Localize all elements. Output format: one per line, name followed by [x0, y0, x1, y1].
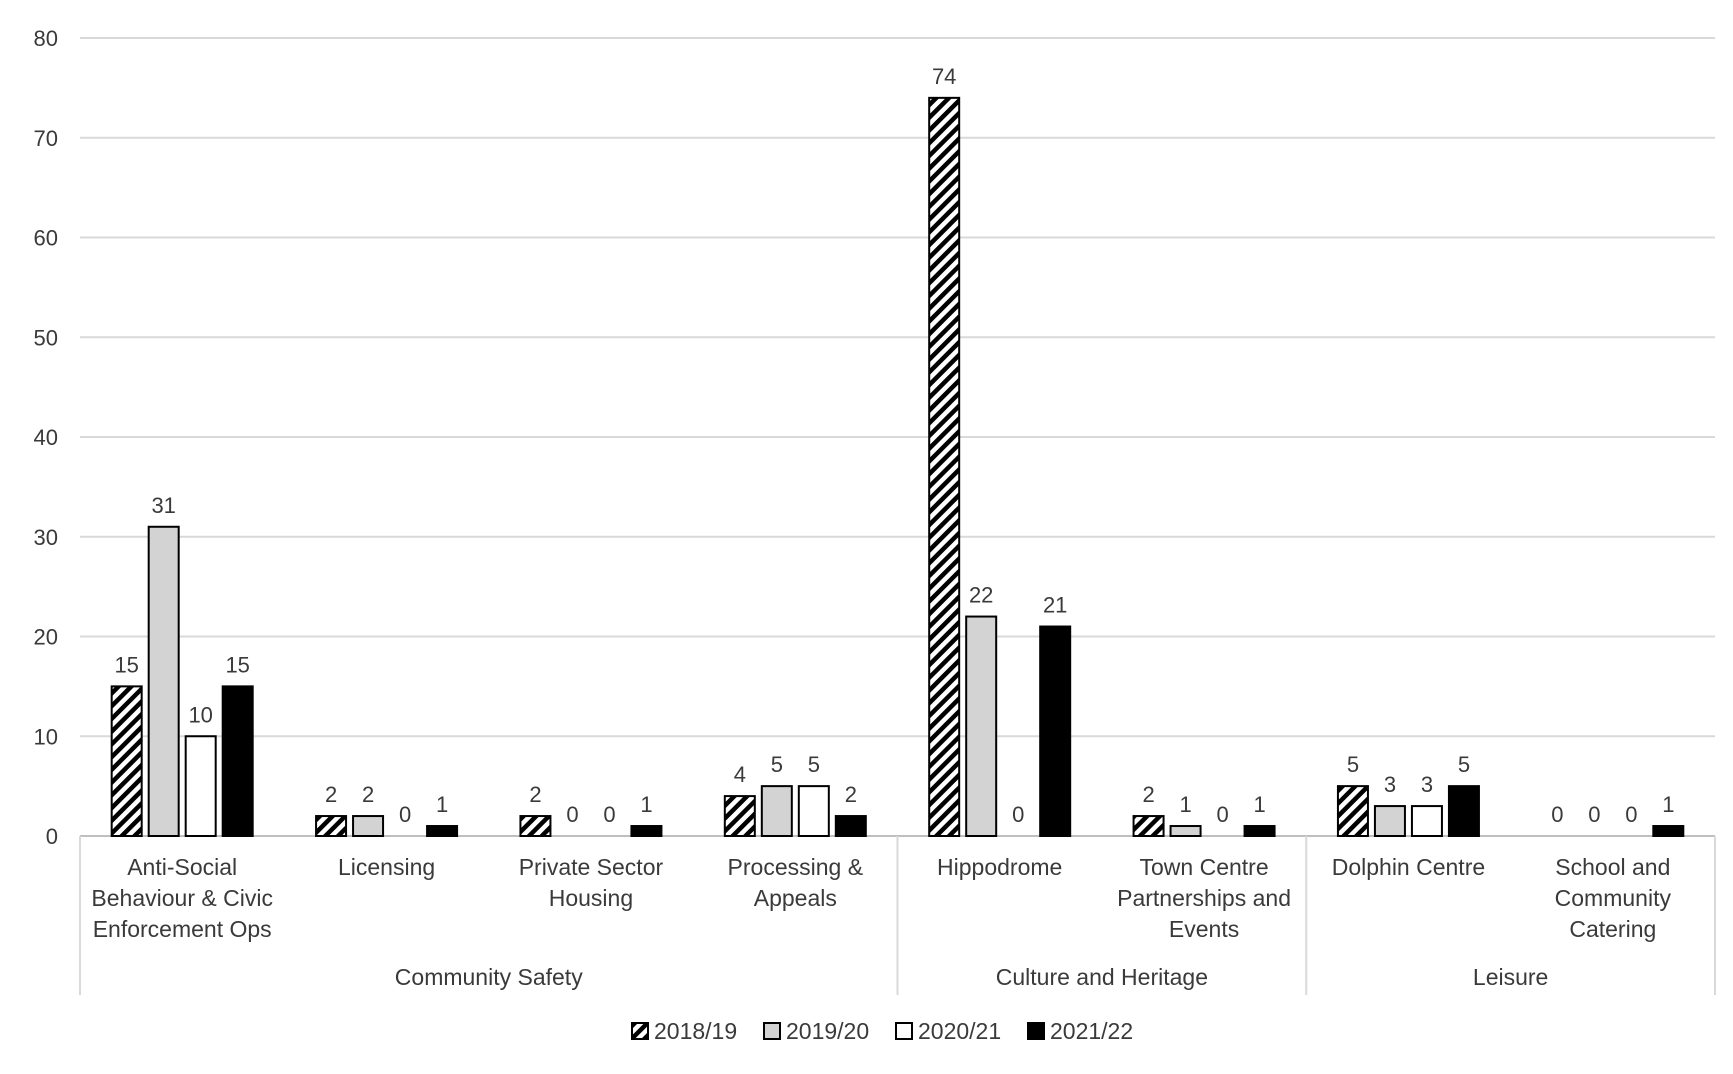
data-label: 1 [1179, 792, 1191, 817]
category-label: Processing & [728, 854, 864, 880]
data-label: 1 [640, 792, 652, 817]
category-label: Licensing [338, 854, 435, 880]
y-tick-label: 80 [34, 26, 58, 51]
data-label: 5 [808, 752, 820, 777]
data-label: 2 [845, 782, 857, 807]
group-label: Leisure [1473, 964, 1548, 990]
bar [1410, 805, 1443, 838]
group-label: Community Safety [395, 964, 583, 990]
category-label: Events [1169, 916, 1239, 942]
data-label: 2 [529, 782, 541, 807]
bar [1243, 825, 1276, 838]
category-label: Anti-Social [127, 854, 237, 880]
data-label: 15 [225, 652, 249, 677]
data-label: 3 [1384, 772, 1396, 797]
legend-swatch [763, 1022, 781, 1040]
bar [723, 795, 756, 837]
data-label: 0 [566, 802, 578, 827]
bar [1132, 815, 1165, 837]
bar [760, 785, 793, 837]
data-label: 0 [399, 802, 411, 827]
category-label: Partnerships and [1117, 885, 1291, 911]
bars [110, 96, 1685, 838]
data-label: 22 [969, 583, 993, 608]
y-tick-label: 0 [46, 824, 58, 849]
bar [110, 685, 143, 837]
category-label: Enforcement Ops [93, 916, 272, 942]
category-label: Community [1555, 885, 1672, 911]
bar [352, 815, 385, 837]
category-label: Private Sector [519, 854, 664, 880]
data-label: 10 [188, 702, 212, 727]
data-label: 5 [1458, 752, 1470, 777]
category-label: School and [1555, 854, 1670, 880]
bar [519, 815, 552, 837]
legend-label: 2018/19 [654, 1018, 737, 1044]
data-label: 0 [1551, 802, 1563, 827]
data-label: 15 [114, 652, 138, 677]
data-label: 0 [1216, 802, 1228, 827]
legend-swatch [1027, 1022, 1045, 1040]
data-label: 1 [1662, 792, 1674, 817]
bar [221, 685, 254, 837]
data-label: 0 [1588, 802, 1600, 827]
data-label: 1 [1253, 792, 1265, 817]
bar [1039, 625, 1072, 838]
data-label: 4 [734, 762, 746, 787]
category-label: Dolphin Centre [1332, 854, 1485, 880]
gridlines [80, 37, 1715, 738]
data-label: 1 [436, 792, 448, 817]
bar [315, 815, 348, 837]
bar [965, 615, 998, 837]
bar [630, 825, 663, 838]
data-label: 21 [1043, 593, 1067, 618]
y-tick-label: 60 [34, 226, 58, 251]
data-label: 5 [771, 752, 783, 777]
category-label: Town Centre [1140, 854, 1269, 880]
category-label: Catering [1569, 916, 1656, 942]
legend-label: 2021/22 [1050, 1018, 1133, 1044]
bar [1447, 785, 1480, 837]
category-label: Housing [549, 885, 633, 911]
bar [147, 525, 180, 838]
data-label: 74 [932, 64, 956, 89]
legend-swatch [631, 1022, 649, 1040]
legend-label: 2019/20 [786, 1018, 869, 1044]
group-label: Culture and Heritage [996, 964, 1208, 990]
y-tick-label: 70 [34, 126, 58, 151]
category-label: Hippodrome [937, 854, 1062, 880]
bar [426, 825, 459, 838]
data-label: 2 [1142, 782, 1154, 807]
bar [1373, 805, 1406, 838]
data-label: 31 [151, 493, 175, 518]
bar [834, 815, 867, 837]
y-tick-label: 40 [34, 425, 58, 450]
bar [1169, 825, 1202, 838]
data-label: 0 [1012, 802, 1024, 827]
data-label: 3 [1421, 772, 1433, 797]
data-label: 5 [1347, 752, 1359, 777]
legend: 2018/19 2019/20 2020/21 2021/22 [631, 1018, 1133, 1044]
legend-swatch [895, 1022, 913, 1040]
legend-label: 2020/21 [918, 1018, 1001, 1044]
y-tick-label: 30 [34, 525, 58, 550]
y-tick-label: 20 [34, 625, 58, 650]
bar [1652, 825, 1685, 838]
data-label: 0 [603, 802, 615, 827]
y-tick-label: 10 [34, 724, 58, 749]
bar [797, 785, 830, 837]
y-tick-label: 50 [34, 325, 58, 350]
bar [184, 735, 217, 837]
category-label: Behaviour & Civic [91, 885, 273, 911]
data-label: 2 [362, 782, 374, 807]
data-label: 2 [325, 782, 337, 807]
data-label: 0 [1625, 802, 1637, 827]
bar [928, 96, 961, 838]
category-label: Appeals [754, 885, 837, 911]
bar [1336, 785, 1369, 837]
